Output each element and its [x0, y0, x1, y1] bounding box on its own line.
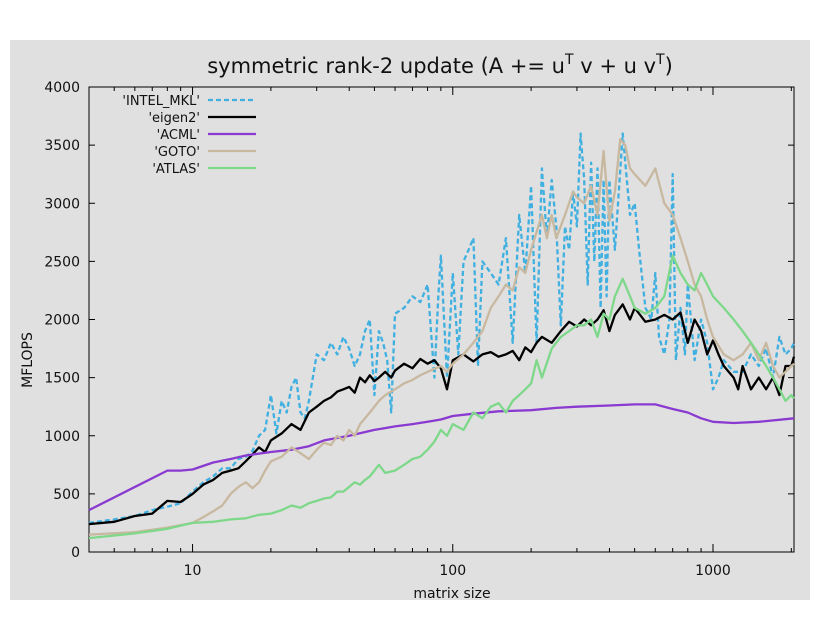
y-tick-label: 0 — [71, 545, 80, 561]
legend-label: 'ATLAS' — [152, 162, 200, 177]
title-sup1: T — [564, 52, 574, 68]
legend-label: 'eigen2' — [148, 111, 200, 126]
chart-title: symmetric rank-2 update (A += uT v + u v… — [207, 52, 673, 78]
chart: symmetric rank-2 update (A += uT v + u v… — [20, 52, 796, 602]
y-axis-label: MFLOPS — [20, 332, 36, 388]
y-tick-label: 3500 — [44, 138, 80, 154]
series-line-eigen2 — [88, 303, 796, 526]
y-tick-label: 4000 — [44, 80, 80, 96]
y-tick-label: 1000 — [44, 429, 80, 445]
series-line-intel-mkl — [88, 132, 796, 525]
x-tick-label: 100 — [439, 563, 466, 579]
x-axis-label: matrix size — [413, 586, 490, 600]
series-line-acml — [88, 403, 795, 512]
legend-label: 'ACML' — [157, 128, 200, 143]
legend-label: 'GOTO' — [154, 145, 200, 160]
title-mid: v + u v — [574, 54, 656, 78]
title-main: symmetric rank-2 update (A += u — [207, 54, 565, 78]
title-sup2: T — [655, 52, 665, 68]
series-line-goto — [88, 138, 795, 536]
y-tick-label: 1500 — [44, 371, 80, 387]
y-tick-label: 2000 — [44, 313, 80, 329]
series-line-atlas — [88, 254, 795, 540]
y-tick-label: 3000 — [44, 196, 80, 212]
y-tick-label: 2500 — [44, 254, 80, 270]
x-tick-label: 1000 — [695, 563, 731, 579]
legend-label: 'INTEL_MKL' — [122, 94, 200, 109]
title-close: ) — [665, 54, 673, 78]
chart-panel: symmetric rank-2 update (A += uT v + u v… — [10, 40, 810, 602]
y-tick-label: 500 — [53, 487, 80, 503]
x-tick-label: 10 — [184, 563, 202, 579]
